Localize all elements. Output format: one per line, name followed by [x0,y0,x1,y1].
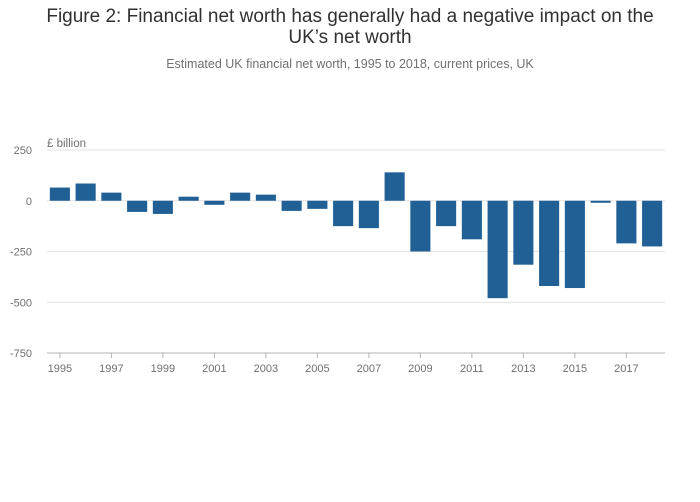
chart-title-line1: Figure 2: Financial net worth has genera… [46,6,654,27]
bar-2006 [333,200,354,227]
bar-2008 [384,172,405,201]
bar-2000 [178,196,199,201]
bar-2004 [281,200,302,211]
bar-2018 [642,200,663,247]
x-tick-label: 2009 [408,363,432,375]
y-tick-label: 250 [14,145,32,157]
x-tick-label: 2007 [357,363,381,375]
x-tick-label: 2011 [460,363,484,375]
bar-2010 [436,200,457,227]
bar-2002 [230,192,251,201]
chart-title-line2: UK’s net worth [288,27,412,48]
chart-title: Figure 2: Financial net worth has genera… [0,6,700,48]
bar-2016 [590,200,611,203]
bar-2005 [307,200,328,209]
bar-2003 [255,194,276,201]
bar-2011 [461,200,482,240]
y-tick-label: 0 [26,196,32,208]
bar-2009 [410,200,431,252]
x-tick-label: 2015 [563,363,587,375]
bar-2007 [358,200,379,229]
bar-1999 [152,200,173,214]
bar-2015 [564,200,585,289]
bar-2013 [513,200,534,265]
x-tick-label: 1997 [99,363,123,375]
x-tick-label: 2003 [254,363,278,375]
chart-subtitle: Estimated UK financial net worth, 1995 t… [166,57,534,71]
x-tick-label: 1999 [151,363,175,375]
bar-1995 [49,187,70,201]
y-tick-label: -250 [10,247,32,259]
x-tick-label: 2005 [305,363,329,375]
bar-1998 [127,200,148,212]
bar-2017 [616,200,637,244]
bar-2001 [204,200,225,205]
x-tick-label: 2001 [202,363,226,375]
bar-1996 [75,183,96,201]
y-tick-label: -750 [10,348,32,360]
x-tick-label: 1995 [48,363,72,375]
bar-1997 [101,192,122,201]
x-tick-label: 2013 [511,363,535,375]
bar-2012 [487,200,508,299]
y-axis-unit-label: £ billion [47,138,86,150]
x-tick-label: 2017 [614,363,638,375]
y-tick-label: -500 [10,297,32,309]
bar-2014 [539,200,560,287]
